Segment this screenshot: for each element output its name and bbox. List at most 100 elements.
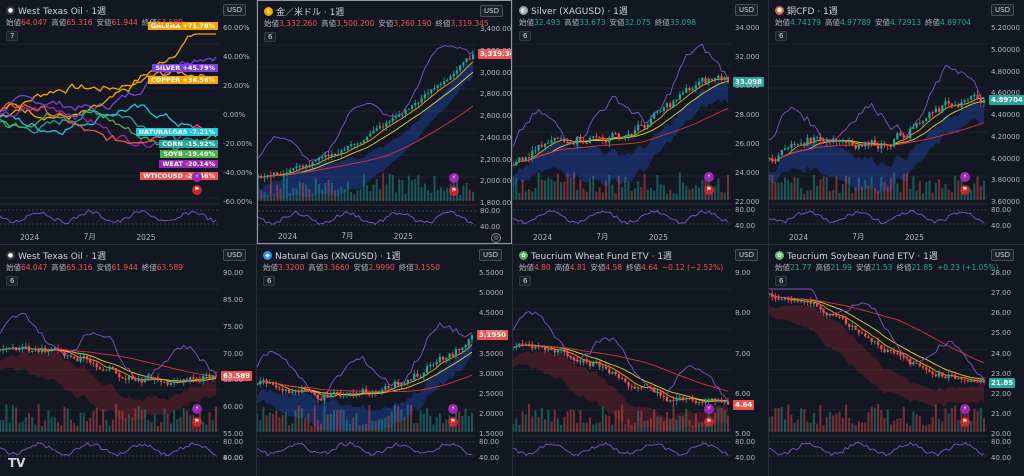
candle-body [452, 73, 455, 77]
volume-bar [37, 404, 40, 432]
high-label: 高値 [51, 18, 67, 27]
candle-body [287, 389, 291, 393]
indicator-collapse-toggle[interactable]: 7 [6, 31, 19, 41]
flag-icon[interactable]: ⚑ [704, 417, 714, 427]
high-value: 21.99 [830, 263, 852, 272]
currency-selector[interactable]: USD [735, 249, 758, 261]
candle-body [604, 366, 608, 369]
volume-bar [465, 183, 468, 201]
lightning-icon[interactable]: ⚡ [192, 172, 202, 182]
price-axis-label: 2.5000 [479, 389, 504, 398]
indicator-collapse-toggle[interactable]: 6 [6, 276, 19, 286]
candle-body [332, 391, 336, 394]
currency-selector[interactable]: USD [479, 249, 502, 261]
flag-icon[interactable]: ⚑ [449, 186, 459, 196]
symbol-title[interactable]: ● West Texas Oil · 1週 [6, 4, 106, 17]
chart-panel-4[interactable]: 4.89704 ⬢ 銅CFD · 1週 始値4.74179 高値4.97789 安値4.7… [769, 0, 1024, 244]
currency-selector[interactable]: USD [480, 5, 503, 17]
candle-body [400, 383, 403, 385]
indicator-collapse-toggle[interactable]: 6 [264, 32, 277, 42]
settings-gear-icon[interactable]: ◎ [491, 233, 501, 243]
chart-panel-6[interactable]: 3.1550 ◆ Natural Gas (XNGUSD) · 1週 始値3.3200… [257, 245, 512, 476]
chart-canvas[interactable] [257, 245, 512, 476]
currency-selector[interactable]: USD [223, 4, 246, 16]
lightning-icon[interactable]: ⚡ [192, 404, 202, 414]
volume-bar [301, 183, 304, 201]
chart-panel-2[interactable]: 3,319.345 $金／米ドル · 1週始値3,332.260高値3,500.2… [257, 0, 512, 244]
indicator-collapse-toggle[interactable]: 6 [519, 31, 532, 41]
chart-canvas[interactable] [258, 1, 512, 244]
price-axis-label: 26.000 [735, 140, 760, 148]
volume-bar [202, 421, 205, 432]
symbol-title-text: West Texas Oil · 1週 [18, 7, 107, 17]
symbol-title[interactable]: ✿ Teucrium Soybean Fund ETV · 1週 [775, 249, 938, 262]
lightning-icon[interactable]: ⚡ [704, 404, 714, 414]
volume-bar [544, 180, 547, 200]
lightning-icon[interactable]: ⚡ [960, 404, 970, 414]
symbol-title[interactable]: ⬢ 銅CFD · 1週 [775, 4, 838, 17]
volume-bar [179, 416, 182, 432]
chart-canvas[interactable] [513, 0, 768, 244]
symbol-title[interactable]: ✿ Teucrium Wheat Fund ETV · 1週 [519, 249, 672, 262]
candle-body [640, 387, 643, 389]
chart-panel-5[interactable]: 63.589 ● West Texas Oil · 1週 始値64.047 高値65.3… [0, 245, 256, 476]
candle-body [276, 172, 279, 175]
lightning-icon[interactable]: ⚡ [448, 404, 458, 414]
volume-bar [627, 419, 630, 432]
flag-icon[interactable]: ⚑ [448, 417, 458, 427]
candle-body [44, 347, 47, 353]
indicator-collapse-toggle[interactable]: 6 [263, 276, 276, 286]
chart-panel-1[interactable]: GALENA +71.78% SILVER +45.79% COPPER +36.5… [0, 0, 256, 244]
lightning-icon[interactable]: ⚡ [960, 172, 970, 182]
low-label: 安値 [353, 263, 369, 272]
volume-bar [98, 424, 101, 432]
candle-body [353, 144, 356, 146]
chart-canvas[interactable] [513, 245, 768, 476]
candle-body [118, 373, 121, 378]
volume-bar [685, 185, 688, 200]
candle-body [566, 142, 569, 144]
volume-bar [553, 410, 556, 432]
flag-icon[interactable]: ⚑ [192, 417, 202, 427]
candle-body [780, 149, 783, 156]
indicator-collapse-toggle[interactable]: 6 [775, 31, 788, 41]
lightning-icon[interactable]: ⚡ [449, 173, 459, 183]
flag-icon[interactable]: ⚑ [960, 417, 970, 427]
currency-selector[interactable]: USD [223, 249, 246, 261]
tradingview-logo-icon[interactable]: TV [8, 456, 26, 470]
volume-bar [816, 185, 819, 200]
currency-selector[interactable]: USD [735, 4, 758, 16]
volume-bar [528, 404, 531, 432]
candle-body [368, 394, 371, 396]
indicator-collapse-toggle[interactable]: 6 [519, 276, 532, 286]
low-value: 21.53 [870, 263, 893, 272]
chart-panel-8[interactable]: 21.85 ✿ Teucrium Soybean Fund ETV · 1週 始値21… [769, 245, 1024, 476]
symbol-title[interactable]: ● West Texas Oil · 1週 [6, 249, 106, 262]
chart-canvas[interactable] [769, 245, 1024, 476]
volume-bar [717, 407, 720, 432]
volume-bar [121, 410, 124, 432]
volume-bar [595, 191, 598, 200]
indicator-collapse-toggle[interactable]: 6 [775, 276, 788, 286]
chart-panel-3[interactable]: 33.098 ◐ Silver (XAGUSD) · 1週 始値32.493 高値33.… [513, 0, 768, 244]
chart-panel-7[interactable]: 4.64 ✿ Teucrium Wheat Fund ETV · 1週 始値4.80 高… [513, 245, 768, 476]
volume-bar [889, 177, 892, 200]
chart-canvas[interactable] [0, 245, 256, 476]
flag-icon[interactable]: ⚑ [192, 185, 202, 195]
volume-bar [796, 419, 799, 432]
symbol-title[interactable]: $ 金／米ドル · 1週 [264, 5, 344, 18]
chart-canvas[interactable] [769, 0, 1024, 244]
symbol-title[interactable]: ◐ Silver (XAGUSD) · 1週 [519, 4, 628, 17]
flag-icon[interactable]: ⚑ [960, 185, 970, 195]
flag-icon[interactable]: ⚑ [704, 185, 714, 195]
lightning-icon[interactable]: ⚡ [704, 172, 714, 182]
currency-selector[interactable]: USD [991, 249, 1014, 261]
volume-bar [857, 177, 860, 200]
ichimoku-cloud [513, 350, 728, 430]
symbol-title[interactable]: ◆ Natural Gas (XNGUSD) · 1週 [263, 249, 401, 262]
volume-bar [723, 192, 726, 200]
chart-canvas[interactable] [0, 0, 256, 244]
currency-selector[interactable]: USD [991, 4, 1014, 16]
volume-bar [215, 406, 217, 432]
